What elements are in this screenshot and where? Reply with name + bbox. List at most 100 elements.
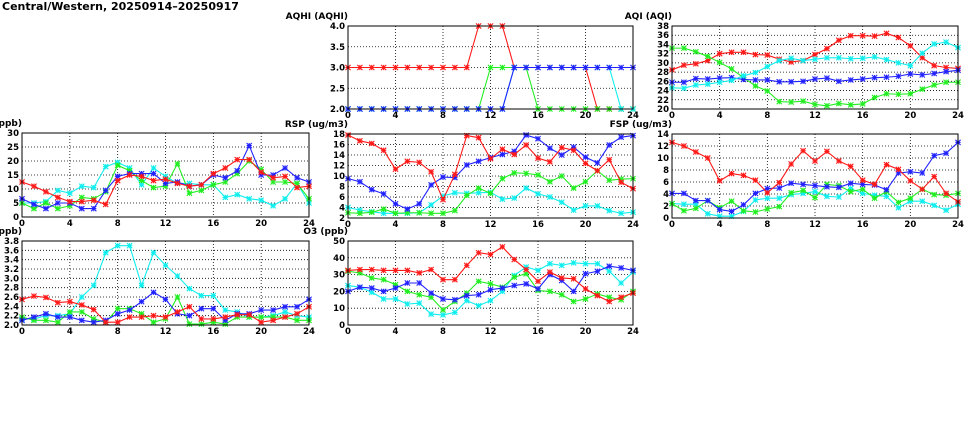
data-point (847, 76, 854, 83)
chart-title: FSP (ug/m3) (609, 120, 672, 130)
data-point (859, 55, 866, 62)
y-tick-label: 4.0 (330, 22, 345, 32)
data-point (234, 170, 241, 177)
x-tick-label: 20 (580, 327, 592, 337)
data-point (102, 187, 109, 194)
data-point (594, 202, 601, 209)
data-point (90, 319, 97, 326)
data-point (582, 270, 589, 277)
data-point (812, 182, 818, 189)
data-point (138, 173, 145, 180)
data-point (186, 183, 193, 190)
data-point (728, 77, 735, 84)
data-point (475, 249, 482, 256)
data-point (606, 142, 613, 149)
data-point (558, 173, 565, 179)
data-point (776, 203, 783, 210)
data-point (812, 51, 818, 58)
data-point (162, 262, 169, 269)
data-point (162, 314, 169, 321)
x-tick-label: 4 (393, 111, 399, 121)
data-point (234, 311, 241, 318)
data-point (270, 179, 277, 185)
plot-border (347, 240, 634, 326)
data-point (776, 57, 783, 64)
data-point (883, 56, 890, 63)
data-point (162, 176, 169, 183)
data-point (546, 178, 553, 185)
x-tick-label: 24 (303, 327, 315, 337)
x-tick-label: 8 (115, 327, 121, 337)
x-tick-label: 16 (532, 111, 544, 121)
data-point (618, 64, 625, 71)
data-point (246, 311, 253, 318)
data-point (258, 172, 265, 178)
data-point (198, 187, 205, 194)
data-point (475, 291, 482, 298)
data-point (451, 189, 458, 196)
data-point (258, 307, 265, 314)
data-point (428, 266, 435, 273)
data-point (416, 159, 423, 166)
plot-border (21, 240, 310, 326)
data-point (270, 202, 277, 209)
data-point (222, 165, 229, 171)
data-point (210, 170, 217, 177)
data-point (380, 190, 387, 197)
data-point (42, 317, 49, 324)
x-tick-label: 20 (904, 111, 916, 121)
data-point (475, 189, 482, 196)
data-point (463, 64, 470, 71)
data-point (594, 167, 601, 174)
data-point (859, 190, 866, 197)
data-point (570, 144, 577, 151)
series (345, 243, 636, 305)
y-tick-label: 8 (339, 183, 345, 193)
data-point (138, 181, 145, 188)
data-point (788, 161, 795, 167)
data-point (392, 166, 399, 173)
data-point (692, 48, 699, 55)
x-tick-label: 0 (345, 111, 351, 121)
data-point (511, 274, 518, 281)
x-tick-label: 0 (345, 327, 351, 337)
data-point (523, 280, 530, 287)
data-point (150, 170, 157, 177)
data-point (475, 278, 482, 285)
data-point (606, 177, 613, 184)
data-point (859, 186, 866, 193)
data-point (535, 64, 541, 71)
data-point (282, 165, 289, 171)
data-point (138, 314, 145, 321)
data-point (186, 180, 193, 187)
data-point (535, 190, 541, 197)
data-point (186, 312, 193, 319)
x-tick-label: 4 (717, 111, 723, 121)
plot-area: 0 4 8 12 16 20 24 0 10 20 30 40 50 (333, 237, 639, 337)
data-point (487, 286, 494, 293)
data-point (582, 160, 589, 167)
data-point (871, 94, 878, 101)
data-point (222, 307, 229, 314)
data-point (919, 86, 926, 93)
data-point (859, 100, 866, 107)
data-point (680, 79, 687, 86)
series (669, 185, 961, 220)
data-point (570, 207, 577, 214)
data-point (186, 303, 193, 310)
series (669, 39, 961, 92)
data-point (54, 187, 61, 194)
data-point (535, 278, 541, 285)
data-point (30, 205, 37, 212)
y-tick-label: 3.2 (4, 265, 19, 275)
data-point (835, 184, 842, 191)
data-point (835, 54, 842, 61)
data-point (138, 282, 145, 289)
data-point (114, 319, 121, 326)
data-point (871, 192, 878, 199)
x-tick-label: 12 (809, 220, 821, 230)
data-point (728, 74, 735, 81)
data-point (931, 70, 938, 77)
data-point (812, 56, 818, 63)
